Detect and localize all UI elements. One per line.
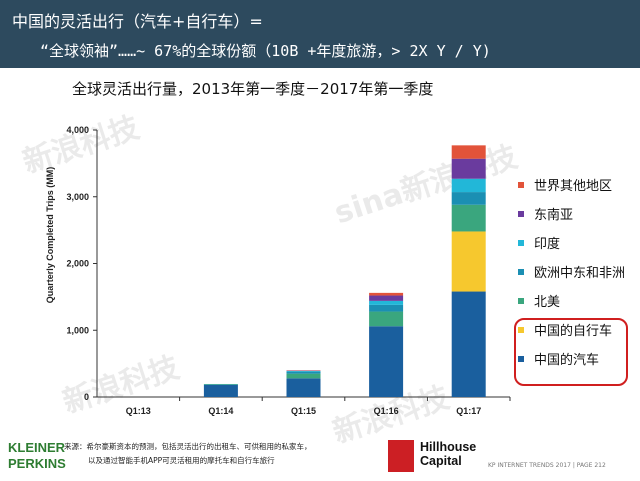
china-highlight-box [514, 318, 628, 386]
x-tick-label: Q1:13 [126, 406, 151, 416]
hillhouse-line1: Hillhouse [420, 440, 477, 454]
legend-item: 世界其他地区 [518, 170, 638, 199]
legend-item: 印度 [518, 228, 638, 257]
y-tick-label: 2,000 [66, 259, 89, 269]
legend-swatch [518, 297, 524, 304]
y-tick-label: 3,000 [66, 192, 89, 202]
legend-label: 世界其他地区 [534, 179, 613, 194]
x-tick-label: Q1:17 [456, 406, 481, 416]
slide-title: 中国的灵活出行（汽车+自行车）= [12, 12, 263, 31]
chart-title: 全球灵活出行量，2013年第一季度－2017年第一季度 [72, 80, 434, 98]
legend-label: 中国的汽车 [534, 353, 600, 368]
legend-label: 北美 [534, 295, 561, 310]
legend-label: 东南亚 [534, 208, 574, 223]
bar-segment [369, 295, 404, 301]
bar-segment [451, 192, 486, 205]
legend-swatch [518, 355, 524, 362]
bar-segment [369, 311, 404, 327]
source-line2: 以及通过智能手机APP可灵活租用的摩托车和自行车旅行 [88, 456, 275, 465]
bar-segment [286, 370, 321, 372]
bar-segment [451, 204, 486, 232]
legend-item: 中国的自行车 [518, 315, 638, 344]
bar-segment [369, 292, 404, 296]
source-note: 来源：希尔豪斯资本的预测，包括灵活出行的出租车、可供租用的私家车， 以及通过智能… [64, 440, 312, 468]
kleiner-perkins-logo: KLEINER PERKINS [8, 440, 66, 472]
bar-segment [369, 326, 404, 397]
bar-segment [203, 384, 238, 397]
legend-swatch [518, 326, 524, 333]
legend-item: 中国的汽车 [518, 344, 638, 373]
legend-label: 中国的自行车 [534, 324, 613, 339]
x-tick-label: Q1:14 [208, 406, 233, 416]
bar-segment [451, 158, 486, 179]
y-tick-label: 0 [84, 392, 89, 402]
bar-segment [286, 373, 321, 379]
legend-item: 东南亚 [518, 199, 638, 228]
ticks: 0 1,000 2,000 3,000 4,000 Q1:13 Q1:14 Q1:15 Q1:1… [66, 125, 511, 416]
bar-segment [286, 378, 321, 397]
bar-segment [451, 178, 486, 193]
title-banner: 中国的灵活出行（汽车+自行车）= “全球领袖”……~ 67%的全球份额（10B … [0, 0, 640, 68]
legend-item: 欧洲中东和非洲 [518, 257, 638, 286]
legend-swatch [518, 181, 524, 188]
x-tick-label: Q1:16 [374, 406, 399, 416]
bar-segment [451, 231, 486, 292]
kp-logo-line1: KLEINER [8, 440, 66, 455]
bars [203, 145, 486, 397]
hillhouse-line2: Capital [420, 454, 462, 468]
legend-label: 印度 [534, 237, 561, 252]
legend-swatch [518, 239, 524, 246]
x-tick-label: Q1:15 [291, 406, 316, 416]
source-line1: 来源：希尔豪斯资本的预测，包括灵活出行的出租车、可供租用的私家车， [64, 442, 312, 451]
bar-segment [369, 304, 404, 312]
footer: KP INTERNET TRENDS 2017 | PAGE 212 [488, 462, 606, 469]
kp-logo-line2: PERKINS [8, 456, 66, 471]
hillhouse-logo-text: Hillhouse Capital [420, 440, 476, 468]
legend-swatch [518, 210, 524, 217]
bar-segment [369, 300, 404, 305]
legend-item: 北美 [518, 286, 638, 315]
legend-swatch [518, 268, 524, 275]
hillhouse-logo-mark [388, 440, 414, 472]
axes [96, 130, 510, 398]
bar-segment [451, 145, 486, 159]
y-tick-label: 1,000 [66, 325, 89, 335]
slide-subtitle: “全球领袖”……~ 67%的全球份额（10B +年度旅游，> 2X Y / Y) [40, 42, 491, 60]
bar-segment [203, 384, 238, 385]
bar-segment [286, 371, 321, 374]
bar-segment [451, 291, 486, 397]
legend: 世界其他地区 东南亚印度欧洲中东和非洲 北美中国的自行车 中国的汽车 [518, 170, 638, 373]
legend-label: 欧洲中东和非洲 [534, 266, 626, 281]
y-tick-label: 4,000 [66, 125, 89, 135]
